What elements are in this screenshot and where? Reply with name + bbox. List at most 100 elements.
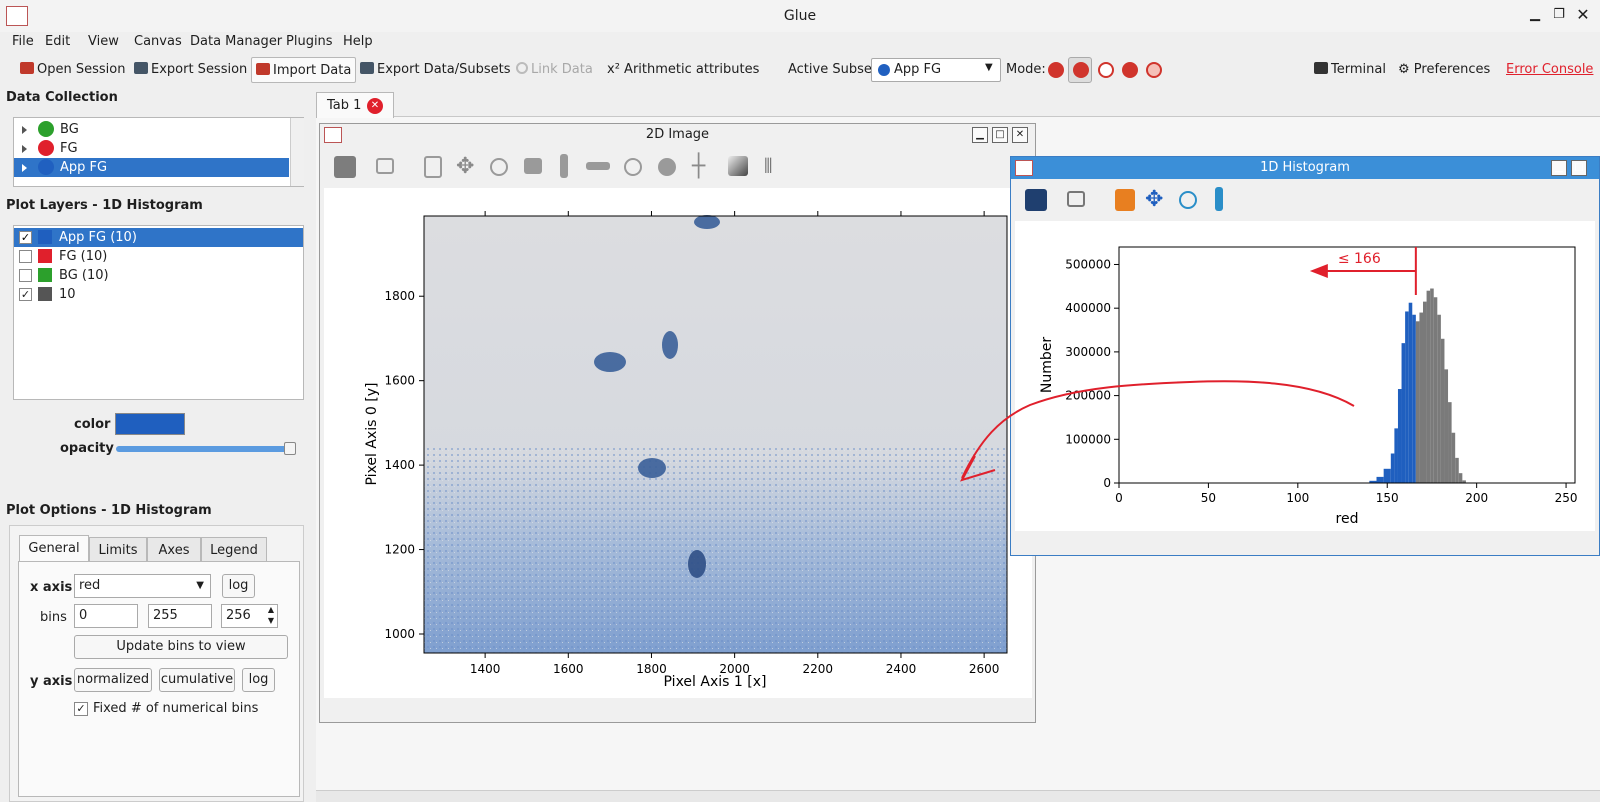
tab-axes[interactable]: Axes: [147, 537, 201, 563]
layer-item[interactable]: ✓ 10: [19, 287, 76, 302]
link-data-button[interactable]: Link Data: [512, 57, 597, 83]
mode-and-icon[interactable]: [1098, 62, 1114, 78]
layer-checkbox[interactable]: ✓: [19, 288, 32, 301]
active-subset-select[interactable]: App FG ▼: [871, 58, 1001, 82]
zoom-icon[interactable]: [490, 158, 508, 176]
tab-legend[interactable]: Legend: [201, 537, 267, 563]
menu-file[interactable]: File: [12, 34, 34, 49]
tab-1[interactable]: Tab 1 ✕: [316, 92, 394, 118]
menu-plugins[interactable]: Plugins: [286, 34, 333, 49]
export-icon[interactable]: [376, 158, 394, 174]
polygon-select-icon[interactable]: [658, 158, 676, 176]
layer-checkbox[interactable]: [19, 269, 32, 282]
crosshair-icon[interactable]: ┼: [692, 154, 706, 179]
maximize-icon[interactable]: □: [992, 127, 1008, 143]
image-window-title-bar[interactable]: 2D Image ▁ □ ✕: [320, 124, 1035, 146]
app-fg-color-icon: [38, 159, 54, 175]
error-console-button[interactable]: Error Console: [1506, 62, 1594, 77]
blob: [694, 215, 720, 229]
menu-view[interactable]: View: [88, 34, 119, 49]
layer-item[interactable]: ✓ App FG (10): [14, 228, 303, 247]
data-item-app-fg[interactable]: App FG: [14, 158, 289, 177]
mode-or-button[interactable]: [1068, 57, 1092, 83]
circle-select-icon[interactable]: [624, 158, 642, 176]
stepper-arrows-icon[interactable]: ▲ ▼: [267, 605, 274, 625]
subset-color-icon: [878, 64, 890, 76]
pan-icon[interactable]: ✥: [1145, 187, 1164, 212]
opacity-label: opacity: [60, 441, 114, 456]
horizontal-scrollbar[interactable]: [316, 790, 1600, 802]
y-axis-label: y axis: [30, 674, 73, 689]
data-collection-list: BG FG App FG: [13, 117, 304, 187]
save-icon[interactable]: [334, 156, 356, 178]
close-tab-icon[interactable]: ✕: [367, 98, 383, 114]
home-icon[interactable]: [424, 156, 442, 178]
maximize-icon[interactable]: □: [1571, 160, 1587, 176]
scrollbar[interactable]: [290, 118, 304, 186]
menu-help[interactable]: Help: [343, 34, 373, 49]
tab-limits[interactable]: Limits: [89, 537, 147, 563]
mode-xor-icon[interactable]: [1122, 62, 1138, 78]
layer-checkbox[interactable]: [19, 250, 32, 263]
bins-max-input[interactable]: 255: [148, 604, 212, 628]
rect-select-icon[interactable]: [524, 158, 542, 174]
image-plot: 1400 1600 1800 2000 2200 2400 2600 1000 1200 140…: [364, 211, 1008, 690]
update-bins-button[interactable]: Update bins to view: [74, 635, 288, 659]
contrast-icon[interactable]: [728, 156, 748, 176]
image-y-tick-label: 1800: [384, 289, 415, 303]
y-log-button[interactable]: log: [242, 668, 275, 692]
histogram-window-title-bar[interactable]: 1D Histogram ▁ □: [1011, 157, 1599, 179]
arithmetic-attributes-button[interactable]: x² Arithmetic attributes: [607, 62, 760, 77]
terminal-button[interactable]: Terminal: [1310, 57, 1390, 83]
mode-not-icon[interactable]: [1146, 62, 1162, 78]
export-session-button[interactable]: Export Session: [130, 57, 251, 83]
maximize-icon[interactable]: ❐: [1553, 7, 1565, 22]
export-icon[interactable]: [1067, 191, 1085, 207]
tab-general[interactable]: General: [19, 535, 89, 561]
menu-data-manager[interactable]: Data Manager: [190, 34, 283, 49]
y-range-icon[interactable]: [586, 162, 610, 170]
menu-edit[interactable]: Edit: [45, 34, 71, 49]
histogram-y-tick-label: 100000: [1065, 432, 1111, 446]
plot-layers-title: Plot Layers - 1D Histogram: [6, 198, 203, 213]
histogram-x-tick-label: 100: [1286, 491, 1309, 505]
cumulative-button[interactable]: cumulative: [159, 668, 235, 692]
open-session-button[interactable]: Open Session: [16, 57, 129, 83]
x-log-button[interactable]: log: [222, 574, 255, 598]
histogram-bar: [1390, 453, 1395, 483]
x-range-icon[interactable]: [1215, 187, 1223, 211]
save-icon[interactable]: [1025, 189, 1047, 211]
x-axis-select[interactable]: red ▼: [74, 574, 211, 598]
layer-item[interactable]: FG (10): [14, 247, 303, 266]
color-swatch[interactable]: [115, 413, 185, 435]
title-bar: Glue ▁ ❐ ✕: [0, 0, 1600, 32]
fixed-bins-checkbox[interactable]: ✓: [74, 702, 88, 716]
glue-logo-icon: [6, 6, 28, 26]
export-data-button[interactable]: Export Data/Subsets: [356, 57, 515, 83]
preferences-button[interactable]: ⚙ Preferences: [1398, 62, 1491, 77]
close-icon[interactable]: ✕: [1576, 5, 1590, 24]
layer-checkbox[interactable]: ✓: [19, 231, 32, 244]
bins-count-stepper[interactable]: 256 ▲ ▼: [221, 604, 278, 628]
image-x-tick-label: 1800: [636, 662, 667, 676]
data-item-bg[interactable]: BG: [14, 120, 289, 139]
slider-handle[interactable]: [284, 442, 296, 455]
minimize-icon[interactable]: ▁: [972, 127, 988, 143]
mode-replace-icon[interactable]: [1048, 62, 1064, 78]
x-range-icon[interactable]: [560, 154, 568, 178]
pan-icon[interactable]: ✥: [456, 154, 475, 179]
bins-min-input[interactable]: 0: [74, 604, 138, 628]
chevron-down-icon: ▼: [196, 580, 204, 591]
home-icon[interactable]: [1115, 189, 1135, 211]
data-item-fg[interactable]: FG: [14, 139, 289, 158]
normalized-button[interactable]: normalized: [74, 668, 152, 692]
zoom-icon[interactable]: [1179, 191, 1197, 209]
opacity-slider[interactable]: [116, 442, 296, 455]
import-data-button[interactable]: Import Data: [251, 57, 357, 83]
layer-item[interactable]: BG (10): [14, 266, 303, 285]
close-icon[interactable]: ✕: [1012, 127, 1028, 143]
minimize-icon[interactable]: ▁: [1530, 7, 1540, 22]
menu-canvas[interactable]: Canvas: [134, 34, 182, 49]
minimize-icon[interactable]: ▁: [1551, 160, 1567, 176]
histogram-icon[interactable]: ⫴: [764, 154, 773, 178]
